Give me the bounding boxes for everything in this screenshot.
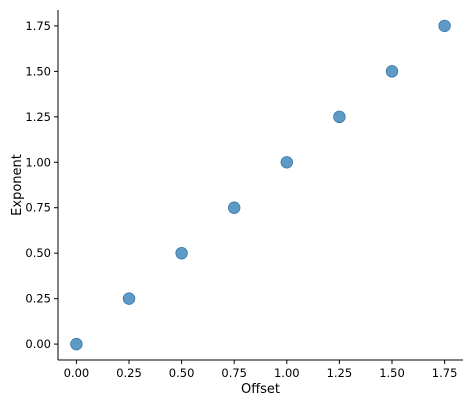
y-tick-label: 0.50 bbox=[25, 246, 51, 260]
x-tick-label: 0.75 bbox=[221, 366, 247, 380]
y-tick-label: 1.75 bbox=[25, 19, 51, 33]
data-point bbox=[280, 156, 293, 169]
x-ticks: 0.00 0.25 0.50 0.75 1.00 1.25 1.50 1.75 bbox=[64, 360, 458, 380]
data-points bbox=[70, 19, 451, 351]
data-point bbox=[385, 65, 399, 78]
data-point bbox=[122, 292, 136, 305]
data-point bbox=[175, 246, 188, 260]
y-tick-label: 0.25 bbox=[25, 292, 51, 306]
x-tick-label: 0.00 bbox=[64, 366, 90, 380]
data-point bbox=[228, 201, 241, 214]
data-point bbox=[333, 110, 346, 124]
y-tick-label: 1.50 bbox=[25, 64, 51, 78]
x-tick-label: 0.50 bbox=[169, 366, 195, 380]
y-tick-label: 0.00 bbox=[25, 337, 51, 351]
data-point bbox=[438, 19, 451, 33]
y-ticks: 0.00 0.25 0.50 0.75 1.00 1.25 1.50 1.75 bbox=[25, 19, 58, 351]
axes bbox=[57, 10, 463, 361]
y-axis-label: Exponent bbox=[10, 154, 25, 216]
x-tick-label: 1.50 bbox=[379, 366, 405, 380]
x-tick-label: 1.25 bbox=[327, 366, 353, 380]
y-tick-label: 1.00 bbox=[25, 155, 51, 169]
x-axis-label: Offset bbox=[241, 382, 280, 397]
y-tick-label: 1.25 bbox=[25, 110, 51, 124]
data-point bbox=[70, 337, 83, 351]
x-tick-label: 0.25 bbox=[116, 366, 142, 380]
x-tick-label: 1.75 bbox=[432, 366, 458, 380]
y-tick-label: 0.75 bbox=[25, 201, 51, 215]
x-tick-label: 1.00 bbox=[274, 366, 300, 380]
